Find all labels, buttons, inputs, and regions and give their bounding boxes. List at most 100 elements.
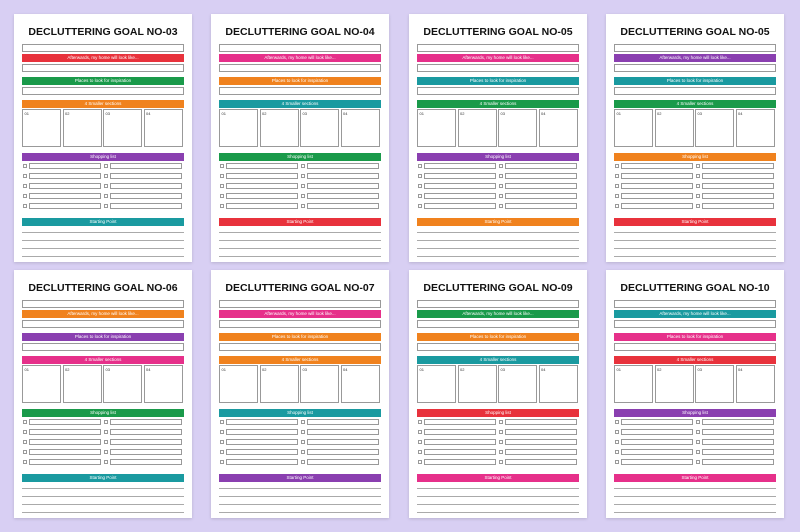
page: DECLUTTERING GOAL NO-04 Afterwards, my ho…: [211, 14, 389, 262]
section-box: 04: [538, 109, 578, 147]
list-field: [307, 193, 379, 199]
section-bar: Starting Point: [417, 218, 579, 226]
writing-line: [22, 256, 184, 257]
checkbox: [696, 174, 700, 178]
writing-line: [219, 240, 381, 241]
list-field: [226, 193, 298, 199]
section-number: 01: [24, 111, 29, 116]
list-field: [110, 173, 182, 179]
checkbox: [220, 174, 224, 178]
writing-line: [22, 496, 184, 497]
section-bar: Afterwards, my home will look like...: [614, 54, 776, 62]
writing-line: [417, 504, 579, 505]
list-field: [307, 449, 379, 455]
section-bar: 4 Smaller sections: [22, 356, 184, 364]
list-field: [226, 173, 298, 179]
list-field: [226, 429, 298, 435]
section-bar: Afterwards, my home will look like...: [22, 310, 184, 318]
checkbox: [23, 204, 27, 208]
checkbox: [615, 184, 619, 188]
page: DECLUTTERING GOAL NO-10 Afterwards, my ho…: [606, 270, 784, 518]
checkbox: [615, 420, 619, 424]
writing-line: [219, 504, 381, 505]
list-field: [424, 439, 496, 445]
list-field: [621, 183, 693, 189]
section-bar: Shopping list: [22, 409, 184, 417]
writing-line: [614, 240, 776, 241]
checkbox: [418, 184, 422, 188]
section-number: 01: [221, 367, 226, 372]
section-box: 01: [22, 109, 61, 147]
section-box: 03: [103, 365, 142, 403]
checkbox: [220, 430, 224, 434]
section-number: 02: [65, 111, 70, 116]
section-bar: Starting Point: [22, 474, 184, 482]
page-title: DECLUTTERING GOAL NO-05: [423, 26, 573, 38]
page: DECLUTTERING GOAL NO-06 Afterwards, my ho…: [14, 270, 192, 518]
section-box: 04: [340, 365, 380, 403]
section-bar: Starting Point: [417, 474, 579, 482]
list-field: [110, 193, 182, 199]
section-box: 03: [695, 109, 734, 147]
section-box: 03: [695, 365, 734, 403]
checkbox: [301, 460, 305, 464]
list-field: [307, 459, 379, 465]
list-field: [505, 183, 577, 189]
writing-line: [219, 232, 381, 233]
checkbox: [301, 204, 305, 208]
list-field: [226, 419, 298, 425]
section-box: 02: [259, 109, 299, 147]
writing-line: [219, 256, 381, 257]
checkbox: [23, 440, 27, 444]
section-bar: 4 Smaller sections: [614, 356, 776, 364]
writing-line: [219, 496, 381, 497]
list-field: [505, 163, 577, 169]
checkbox: [418, 204, 422, 208]
checkbox: [418, 194, 422, 198]
field-box: [22, 64, 184, 72]
field-box: [219, 300, 381, 308]
checkbox: [104, 430, 108, 434]
list-field: [110, 163, 182, 169]
writing-line: [417, 256, 579, 257]
list-field: [29, 183, 101, 189]
writing-line: [219, 248, 381, 249]
checkbox: [696, 460, 700, 464]
writing-line: [614, 504, 776, 505]
list-field: [702, 459, 774, 465]
checkbox: [696, 184, 700, 188]
section-bar: 4 Smaller sections: [614, 100, 776, 108]
field-box: [614, 64, 776, 72]
list-field: [702, 449, 774, 455]
list-field: [702, 203, 774, 209]
checkbox: [104, 440, 108, 444]
checkbox: [696, 420, 700, 424]
checkbox: [418, 164, 422, 168]
field-box: [22, 87, 184, 95]
section-number: 04: [541, 367, 546, 372]
list-field: [110, 419, 182, 425]
checkbox: [499, 174, 503, 178]
section-number: 01: [24, 367, 29, 372]
list-field: [307, 429, 379, 435]
checkbox: [499, 184, 503, 188]
checkbox: [104, 184, 108, 188]
checkbox: [615, 204, 619, 208]
list-field: [621, 173, 693, 179]
section-number: 01: [419, 111, 424, 116]
checkbox: [499, 430, 503, 434]
list-field: [621, 429, 693, 435]
list-field: [424, 449, 496, 455]
writing-line: [614, 232, 776, 233]
checkbox: [301, 184, 305, 188]
writing-line: [614, 488, 776, 489]
field-box: [417, 300, 579, 308]
checkbox: [499, 164, 503, 168]
list-field: [505, 439, 577, 445]
checkbox: [418, 440, 422, 444]
page-title: DECLUTTERING GOAL NO-03: [28, 26, 178, 38]
section-number: 02: [460, 111, 465, 116]
section-bar: 4 Smaller sections: [219, 100, 381, 108]
checkbox: [301, 430, 305, 434]
section-box: 04: [538, 365, 578, 403]
